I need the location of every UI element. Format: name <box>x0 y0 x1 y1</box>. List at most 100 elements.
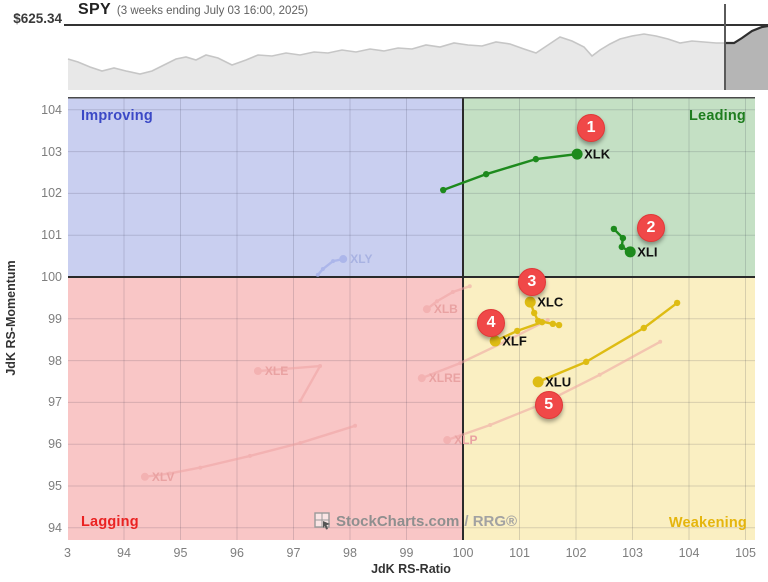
trail-label-XLK[interactable]: XLK <box>584 146 611 162</box>
y-tick-98: 98 <box>48 353 62 368</box>
trail-XLK-dot <box>482 170 490 178</box>
trail-XLV-dot <box>167 471 172 476</box>
trail-XLK[interactable] <box>440 148 583 194</box>
trail-label-XLE[interactable]: XLE <box>264 364 289 379</box>
trail-XLB[interactable] <box>422 284 472 314</box>
x-tick-93: 3 <box>64 546 71 560</box>
trail-XLF-head-dot <box>489 335 501 347</box>
watermark-suffix: / RRG® <box>464 513 518 530</box>
spy-price-label: $625.34 <box>13 11 62 26</box>
rank-badge-2-XLI[interactable]: 2 <box>637 213 665 242</box>
trail-XLB-line <box>425 284 471 311</box>
trail-XLB-dot <box>467 284 472 289</box>
rank-badge-1-XLK[interactable]: 1 <box>577 113 606 142</box>
y-tick-100: 100 <box>41 270 62 284</box>
x-tick-96: 96 <box>230 546 244 560</box>
trail-XLV-dot <box>198 465 203 470</box>
trail-XLC-dot <box>549 320 557 328</box>
trail-XLI-head-dot <box>624 246 636 258</box>
quadrant-leading-bg <box>463 97 755 277</box>
x-tick-95: 95 <box>173 546 188 560</box>
rrg-plot[interactable]: Improving Leading Lagging Weakening XLY X… <box>68 97 755 540</box>
trail-XLU-dot <box>673 299 681 307</box>
trail-label-XLC[interactable]: XLC <box>537 294 564 310</box>
trail-XLK-dot <box>440 186 447 194</box>
trail-XLF[interactable] <box>489 318 546 347</box>
trail-XLRE-line <box>420 318 549 380</box>
trail-XLE-dot <box>318 364 323 369</box>
trail-label-XLB[interactable]: XLB <box>433 302 458 317</box>
trail-XLK-dot <box>532 155 540 163</box>
stockcharts-watermark: StockCharts.com / RRG® <box>314 512 517 531</box>
trail-XLY-head-dot <box>339 255 348 264</box>
x-tick-103: 103 <box>622 546 643 560</box>
trail-XLRE-dot <box>458 361 463 366</box>
trail-XLP-dot <box>658 339 663 344</box>
trail-XLI-dot <box>618 243 625 251</box>
trail-label-XLP[interactable]: XLP <box>454 433 478 448</box>
trail-XLV[interactable] <box>140 423 358 481</box>
trail-XLY[interactable] <box>315 255 348 277</box>
y-tick-96: 96 <box>48 437 62 452</box>
trail-XLF-dot <box>514 327 521 335</box>
watermark-brand: StockCharts.com <box>336 513 460 530</box>
x-tick-104: 104 <box>678 546 700 560</box>
trail-XLRE[interactable] <box>417 318 550 383</box>
y-tick-94: 94 <box>48 520 62 535</box>
trail-XLE-head-dot <box>253 367 262 376</box>
trail-XLK-head-dot <box>571 148 583 160</box>
trail-XLV-line <box>143 424 357 479</box>
quadrant-weakening-bg <box>463 277 755 540</box>
trail-XLY-dot <box>320 267 325 272</box>
spy-subtitle: (3 weeks ending July 03 16:00, 2025) <box>116 5 309 17</box>
trail-XLRE-dot <box>502 339 507 344</box>
trail-label-XLV[interactable]: XLV <box>151 469 175 484</box>
trail-label-XLRE[interactable]: XLRE <box>428 371 461 386</box>
trail-XLC[interactable] <box>524 296 563 329</box>
trail-XLC-dot <box>555 321 563 329</box>
rrg-chart-svg <box>68 97 755 540</box>
trail-label-XLY[interactable]: XLY <box>350 252 373 267</box>
trail-XLC-head-dot <box>524 296 536 308</box>
trail-label-XLI[interactable]: XLI <box>637 244 658 260</box>
trail-XLC-dot <box>530 309 538 317</box>
x-tick-99: 99 <box>399 546 414 560</box>
trail-XLU-head-dot <box>532 376 544 388</box>
rank-badge-3-XLC[interactable]: 3 <box>517 268 546 297</box>
trail-XLP-dot <box>597 372 602 377</box>
trail-XLE[interactable] <box>253 364 323 404</box>
spy-price-line <box>67 33 725 75</box>
spy-chart-title: SPY (3 weeks ending July 03 16:00, 2025) <box>78 1 308 19</box>
trail-XLI[interactable] <box>610 225 636 258</box>
y-tick-104: 104 <box>41 102 62 117</box>
x-tick-105: 105 <box>735 546 756 560</box>
x-tick-94: 94 <box>117 546 131 560</box>
trail-XLV-dot <box>298 440 303 445</box>
x-axis-title: JdK RS-Ratio <box>371 562 451 576</box>
y-tick-103: 103 <box>41 144 62 159</box>
trail-XLU[interactable] <box>532 299 681 388</box>
quadrant-lagging-bg <box>68 277 463 540</box>
spy-sparkline-chart <box>64 4 768 90</box>
rank-badge-5-XLU[interactable]: 5 <box>534 391 563 420</box>
y-tick-95: 95 <box>48 479 62 493</box>
spy-highlight-line <box>725 24 768 45</box>
trail-XLP-dot <box>488 422 493 427</box>
rank-badge-4-XLF[interactable]: 4 <box>477 309 506 338</box>
trail-label-XLU[interactable]: XLU <box>545 374 572 390</box>
y-tick-97: 97 <box>48 395 62 410</box>
trail-XLY-dot <box>315 272 320 277</box>
trail-XLE-dot <box>298 399 303 404</box>
spy-area-fill <box>68 34 725 90</box>
trail-XLB-dot <box>450 290 455 295</box>
trail-XLRE-head-dot <box>417 374 426 383</box>
trail-label-XLF[interactable]: XLF <box>502 333 527 349</box>
trail-XLV-dot <box>353 423 358 428</box>
trail-XLU-dot <box>640 324 647 332</box>
trail-XLU-line <box>536 301 679 384</box>
x-tick-101: 101 <box>509 546 530 560</box>
trail-XLV-head-dot <box>140 472 149 481</box>
x-tick-98: 98 <box>343 546 357 560</box>
y-tick-101: 101 <box>41 228 62 243</box>
